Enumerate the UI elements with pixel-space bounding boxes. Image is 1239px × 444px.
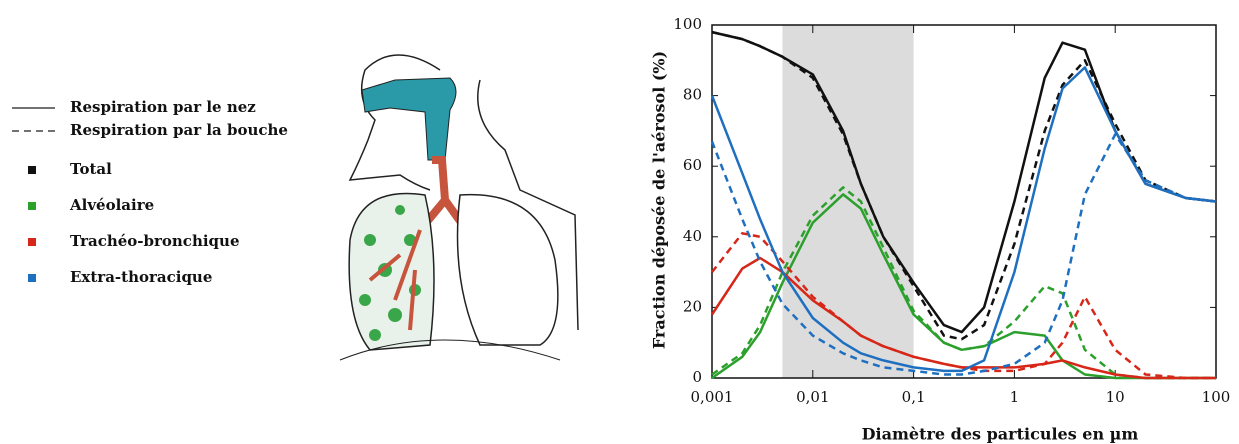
airway bbox=[361, 77, 457, 161]
bronchi bbox=[368, 229, 422, 331]
legend-swatch bbox=[28, 274, 36, 282]
legend: Respiration par le nez Respiration par la… bbox=[12, 98, 288, 286]
x-tick-label: 1 bbox=[1010, 388, 1020, 406]
diaphragm bbox=[339, 339, 561, 361]
legend-swatch bbox=[28, 166, 36, 174]
y-tick-label: 0 bbox=[692, 368, 702, 386]
x-tick-label: 0,001 bbox=[691, 388, 734, 406]
plot: 0 20 40 60 80 100 0,001 0,01 0,1 1 10 100 bbox=[673, 15, 1230, 406]
x-axis-label: Diamètre des particules en µm bbox=[862, 425, 1139, 444]
legend-label: Extra-thoracique bbox=[70, 268, 212, 286]
left-lung bbox=[456, 193, 559, 346]
x-tick-label: 100 bbox=[1202, 388, 1231, 406]
y-tick-label: 20 bbox=[683, 297, 702, 315]
legend-swatch bbox=[28, 238, 36, 246]
solid-line bbox=[710, 66, 1217, 373]
x-tick-label: 0,01 bbox=[796, 388, 829, 406]
dashed-line bbox=[711, 30, 1217, 341]
y-axis-label: Fraction déposée de l'aérosol (%) bbox=[650, 51, 669, 349]
y-tick-label: 60 bbox=[683, 156, 702, 174]
dashed-line bbox=[711, 232, 1216, 380]
legend-swatch bbox=[28, 202, 36, 210]
body-outline bbox=[477, 79, 579, 331]
y-tick-label: 80 bbox=[683, 86, 702, 104]
head-outline bbox=[348, 54, 441, 191]
legend-label: Total bbox=[70, 160, 112, 178]
alveoli bbox=[359, 205, 421, 341]
solid-line bbox=[711, 193, 1216, 380]
dashed-line bbox=[711, 186, 1216, 380]
x-tick-label: 0,1 bbox=[902, 388, 926, 406]
illustration bbox=[339, 54, 579, 361]
x-tick-label: 10 bbox=[1106, 388, 1125, 406]
legend-label: Respiration par la bouche bbox=[70, 121, 288, 139]
legend-label: Respiration par le nez bbox=[70, 98, 256, 116]
legend-label: Alvéolaire bbox=[69, 196, 154, 214]
dashed-line bbox=[710, 133, 1217, 376]
shaded-range bbox=[782, 25, 914, 378]
solid-line bbox=[711, 30, 1217, 334]
legend-label: Trachéo-bronchique bbox=[70, 232, 239, 250]
y-tick-label: 40 bbox=[683, 227, 702, 245]
y-tick-label: 100 bbox=[673, 15, 702, 33]
